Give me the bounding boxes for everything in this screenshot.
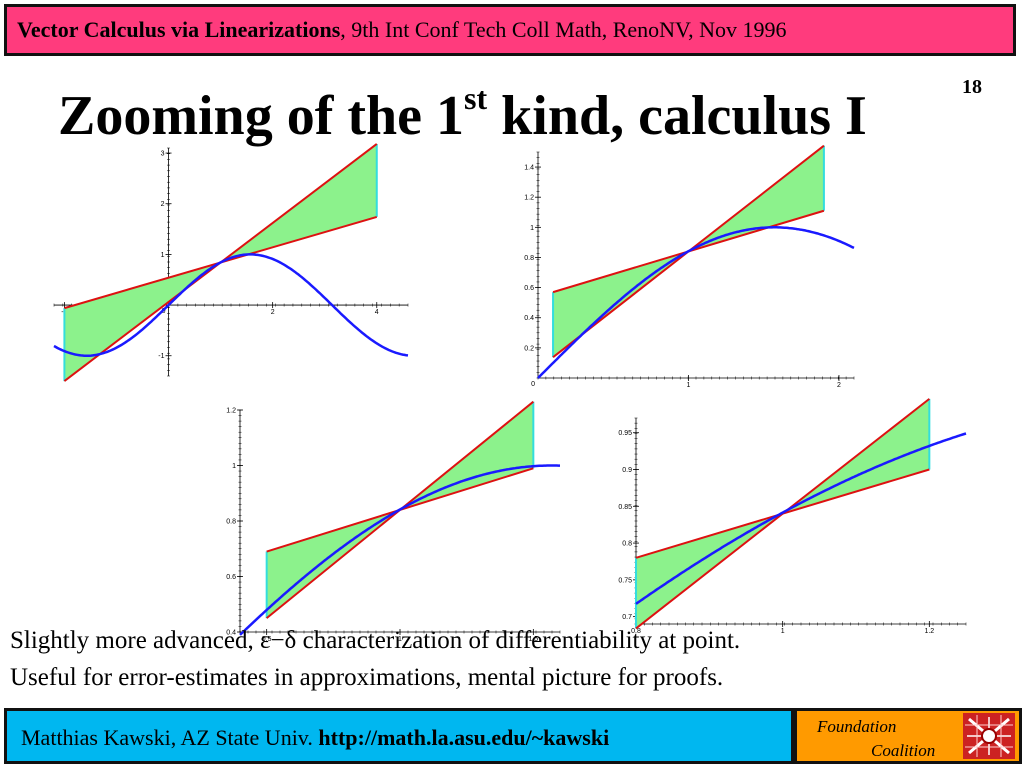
y-tick-label: 1 (530, 225, 534, 232)
title-post: kind, calculus I (487, 85, 867, 147)
logo-line-2: Coalition (871, 741, 936, 760)
y-tick-label: 0.2 (524, 345, 534, 352)
y-tick-label: 0.8 (226, 519, 236, 526)
function-curve (53, 253, 409, 357)
slide-title: Zooming of the 1st kind, calculus I (58, 82, 867, 147)
body-text: Slightly more advanced, ε−δ characteriza… (10, 622, 740, 696)
y-tick-label: 0.75 (618, 577, 632, 584)
y-tick-label: 3 (161, 151, 165, 158)
page-number: 18 (962, 76, 982, 98)
x-tick-label: 0.8 (631, 628, 641, 635)
y-tick-label: 1.2 (524, 195, 534, 202)
body-line-2: Useful for error-estimates in approximat… (10, 664, 724, 691)
y-tick-label: 0.6 (226, 574, 236, 581)
y-tick-label: 0.8 (524, 255, 534, 262)
y-tick-label: -1 (158, 353, 164, 360)
body-line-1: Slightly more advanced, ε−δ characteriza… (10, 622, 740, 659)
x-tick-label: 2 (271, 309, 275, 316)
plot-zoom-4: 0.8 1 1.2 0.95 0.9 0.85 0.8 0.75 0.7 (618, 398, 967, 635)
x-tick-label: 1.2 (924, 628, 934, 635)
plot-zoom-1-svg: -224321-10 (53, 143, 409, 382)
header-title-rest: , 9th Int Conf Tech Coll Math, RenoNV, N… (340, 17, 787, 42)
plot-zoom-2: 1 2 1.4 1.2 1 0.8 0.6 0.4 0.2 0 (524, 144, 855, 389)
y-tick-label: 2 (161, 201, 165, 208)
plot-zoom-2-svg: 1 2 1.4 1.2 1 0.8 0.6 0.4 0.2 0 (524, 144, 855, 389)
y-tick-label: 0.4 (226, 630, 236, 637)
title-pre: Zooming of the 1 (58, 85, 464, 147)
footer-banner: Matthias Kawski, AZ State Univ. http://m… (4, 708, 794, 764)
y-tick-label: 0.4 (524, 315, 534, 322)
logo-line-1: Foundation (817, 717, 897, 736)
y-tick-label: 0.6 (524, 285, 534, 292)
y-tick-label: 1.2 (226, 408, 236, 415)
y-tick-label: 1 (232, 463, 236, 470)
y-tick-label: 0.85 (618, 504, 632, 511)
coalition-emblem-icon (963, 713, 1015, 759)
x-tick-label: 4 (375, 309, 379, 316)
header-title-bold: Vector Calculus via Linearizations (17, 17, 341, 42)
y-tick-label: 0.7 (622, 614, 632, 621)
footer-text: Matthias Kawski, AZ State Univ. http://m… (21, 725, 609, 751)
footer-author: Matthias Kawski, AZ State Univ. (21, 725, 319, 750)
footer-url-link[interactable]: http://math.la.asu.edu/~kawski (318, 725, 610, 750)
function-curve (537, 226, 855, 379)
y-tick-label: 0.9 (622, 467, 632, 474)
plot-zoom-4-svg: 0.8 1 1.2 0.95 0.9 0.85 0.8 0.75 0.7 (618, 398, 967, 635)
origin-label: 0 (531, 381, 535, 388)
x-tick-label: 2 (837, 382, 841, 389)
plot-zoom-1: -224321-10 (53, 143, 409, 382)
function-curve (635, 432, 967, 605)
x-tick-label: 1 (781, 628, 785, 635)
foundation-coalition-logo: Foundation Coalition (794, 708, 1022, 764)
x-tick-label: 0.5 (262, 636, 272, 643)
plot-zoom-3-svg: 0.5 1 1.5 1.2 1 0.8 0.6 0.4 (226, 400, 561, 643)
origin-label: 0 (162, 308, 166, 315)
x-tick-label: 1 (687, 382, 691, 389)
function-curve (239, 464, 560, 636)
header-text: Vector Calculus via Linearizations, 9th … (17, 17, 786, 43)
plot-zoom-3: 0.5 1 1.5 1.2 1 0.8 0.6 0.4 (226, 400, 561, 643)
body-line-1-post: characterization of differentiability at… (296, 627, 741, 654)
y-tick-label: 1.4 (524, 165, 534, 172)
epsilon-delta-symbol: ε−δ (259, 627, 297, 654)
x-tick-label: 1.5 (528, 636, 538, 643)
title-sup: st (464, 80, 488, 116)
y-tick-label: 1 (161, 252, 165, 259)
y-tick-label: 0.8 (622, 541, 632, 548)
header-banner: Vector Calculus via Linearizations, 9th … (4, 4, 1016, 56)
body-line-1-pre: Slightly more advanced, (10, 627, 260, 654)
y-tick-label: 0.95 (618, 430, 632, 437)
x-tick-label: 1 (398, 636, 402, 643)
